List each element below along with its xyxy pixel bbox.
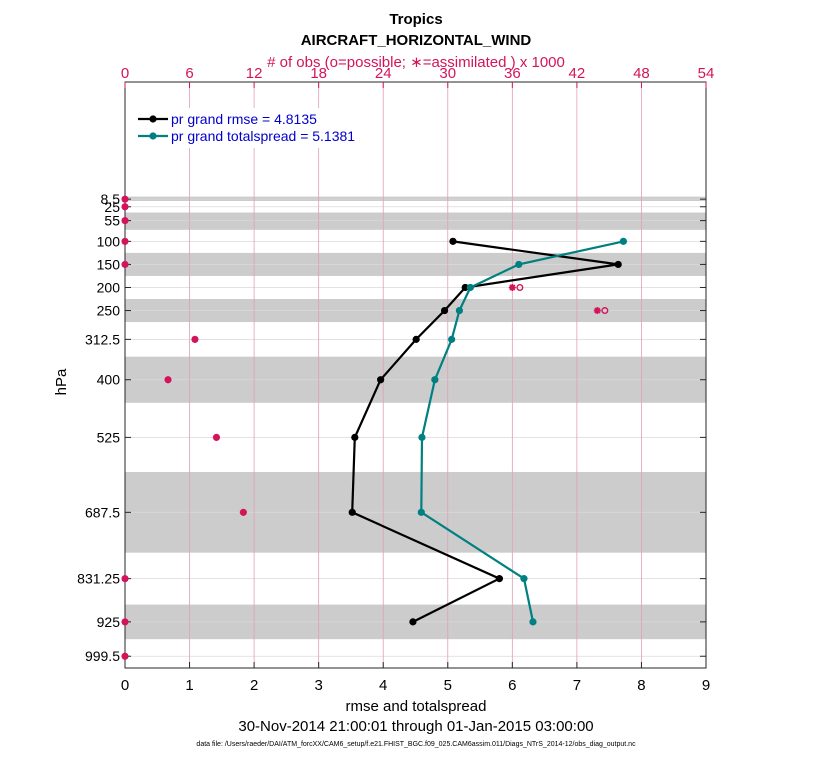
top-x-tick-label: 48 [633,65,650,82]
y-tick-label: 250 [97,303,121,319]
series-point [417,508,425,516]
top-x-tick-label: 6 [185,65,193,82]
x-axis-label: rmse and totalspread [346,698,487,715]
chart-title: Tropics [389,11,442,28]
obs-assimilated-marker [121,618,129,626]
y-tick-label: 25 [104,199,120,215]
obs-assimilated-marker [239,508,247,516]
top-x-tick-label: 54 [698,65,715,82]
obs-assimilated-marker [121,195,129,203]
x-tick-label: 3 [314,677,322,694]
top-x-tick-label: 12 [246,65,263,82]
top-x-tick-label: 30 [439,65,456,82]
obs-assimilated-marker [121,203,129,211]
obs-assimilated-marker [191,335,199,343]
series-point [619,237,627,245]
y-tick-label: 8.5 [101,191,121,207]
legend-entry: pr grand totalspread = 5.1381 [171,128,355,144]
x-tick-label: 6 [508,677,516,694]
y-tick-label: 925 [97,614,121,630]
series-point [348,508,356,516]
y-axis-label: hPa [53,368,70,395]
bottom-x-axis-ticks: 0 1 2 3 4 5 6 7 8 9 [121,662,710,694]
series-point [412,335,420,343]
x-tick-label: 8 [637,677,645,694]
series-point [351,433,359,441]
y-tick-label: 55 [104,213,120,229]
series-point [466,283,474,292]
y-tick-label: 831.25 [77,571,120,587]
series-lines [348,237,627,626]
series-point [377,376,385,384]
series-point [418,433,426,441]
series-point [431,376,439,384]
top-x-tick-label: 18 [310,65,327,82]
obs-assimilated-marker [121,652,129,660]
legend-marker [149,132,157,140]
obs-possible-marker [601,307,609,315]
obs-assimilated-marker [164,376,172,384]
obs-assimilated-marker [121,237,129,245]
obs-assimilated-marker [508,283,516,291]
observation-count-markers [121,195,609,660]
legend-box [131,108,381,148]
series-point [515,260,523,269]
shaded-band [125,212,706,230]
x-tick-label: 4 [379,677,387,694]
y-tick-label: 200 [97,279,121,295]
y-tick-label: 312.5 [85,331,120,347]
y-tick-label: 687.5 [85,504,120,520]
top-x-tick-label: 36 [504,65,521,82]
top-x-tick-label: 24 [375,65,392,82]
observation-period: 30-Nov-2014 21:00:01 through 01-Jan-2015… [238,718,593,735]
series-point [495,575,504,583]
obs-assimilated-marker [121,575,129,583]
y-tick-label: 400 [97,372,121,388]
series-line-1 [351,240,619,623]
data-file-path: data file: /Users/raeder/DAI/ATM_forcXX/… [196,741,636,748]
top-x-tick-label: 0 [121,65,129,82]
series-point [448,335,456,343]
top-x-tick-label: 42 [569,65,586,82]
x-tick-label: 1 [185,677,193,694]
x-tick-label: 9 [702,677,710,694]
top-x-axis-label: # of obs (o=possible; ∗=assimilated ) x … [267,54,565,71]
series-point [461,283,469,292]
chart-subtitle: AIRCRAFT_HORIZONTAL_WIND [301,32,532,49]
y-tick-label: 525 [97,429,121,445]
series-point [520,575,528,583]
x-tick-label: 0 [121,677,129,694]
legend-entry: pr grand rmse = 4.8135 [171,111,317,127]
y-tick-label: 150 [97,256,121,272]
legend-marker [149,115,157,123]
series-line-2 [420,240,624,623]
y-tick-label: 100 [97,233,121,249]
obs-assimilated-marker [121,217,129,225]
series-point [529,618,537,626]
obs-assimilated-marker [121,260,129,268]
x-tick-label: 2 [250,677,258,694]
series-point [455,306,463,315]
axes-frame [124,81,707,669]
y-tick-label: 999.5 [85,648,120,664]
obs-assimilated-marker [593,307,601,315]
top-x-axis-ticks: 0 6 12 18 24 30 36 42 48 54 [121,65,715,88]
series-point [614,260,622,269]
x-tick-label: 5 [444,677,452,694]
series-point [449,237,457,245]
obs-assimilated-marker [212,433,220,441]
vertical-gridlines [189,82,642,668]
series-point [440,306,449,315]
series-point [409,618,417,626]
x-tick-label: 7 [573,677,581,694]
obs-possible-marker [516,283,524,291]
